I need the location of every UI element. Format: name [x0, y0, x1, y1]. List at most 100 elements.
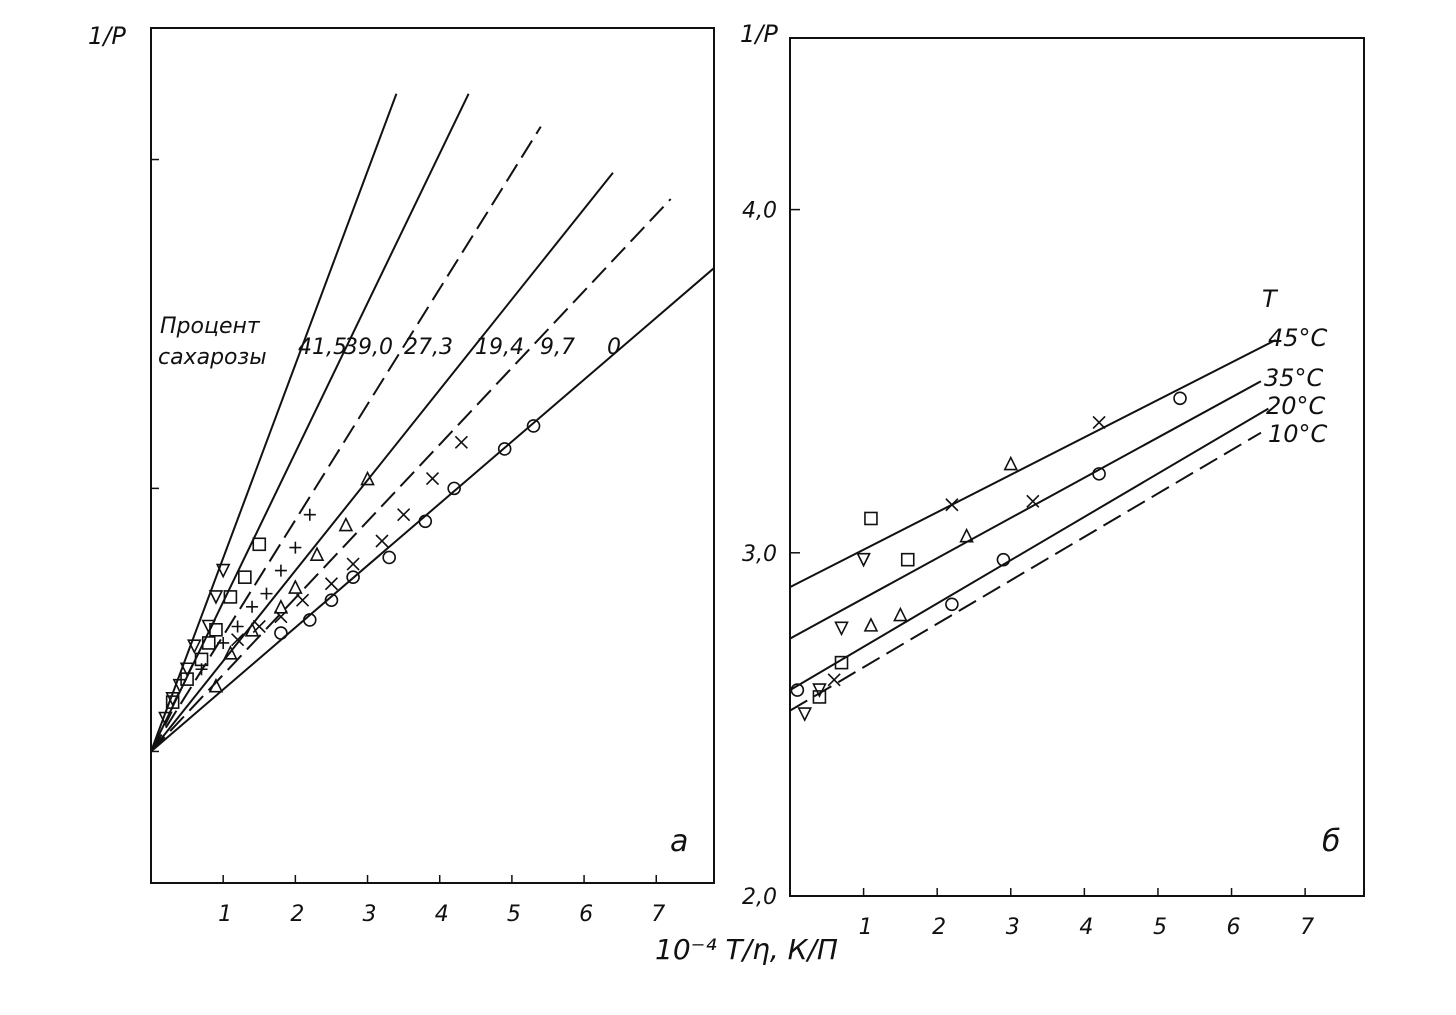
panel-b-series-line-10-c	[789, 431, 1262, 712]
panel-a-point-39-0-6	[223, 590, 238, 604]
panel-a-series-label-0: 0	[607, 335, 621, 360]
panel-a-point-9-7-9	[425, 471, 440, 486]
panel-a-y-axis-label: 1/P	[88, 22, 126, 50]
panel-a-series-line-41-5	[150, 93, 398, 752]
panel-a-x-tick-label-1: 1	[218, 902, 232, 927]
panel-a-point-27-3-4	[246, 600, 259, 613]
panel-a-x-tick-label-2: 2	[290, 902, 304, 927]
panel-a-point-9-7-10	[454, 435, 468, 449]
panel-a-series-line-19-4	[150, 172, 614, 753]
panel-a-point-9-7-3	[274, 610, 288, 624]
panel-a-point-27-3-1	[195, 663, 208, 676]
panel-a-x-tick-label-4: 4	[435, 902, 449, 927]
panel-a-x-tick-label-6: 6	[579, 902, 593, 927]
panel-b-point-45-c-1	[863, 617, 879, 632]
panel-a-series-label-39-0: 39,0	[344, 335, 393, 360]
panel-a-point-39-0-2	[180, 672, 194, 686]
panel-b-point-45-c-2	[893, 606, 908, 622]
panel-b-x-tick-label-5: 5	[1153, 915, 1167, 940]
panel-a-x-tick-label-3: 3	[363, 902, 377, 927]
panel-b-plot: 1 2 3 4 5 6 7 2,0 3,0 4,0 45°C 35°C20°C10°C	[742, 199, 1328, 940]
panel-b-x-tick-label-4: 4	[1079, 915, 1093, 940]
panel-a-point-0-2	[302, 613, 317, 627]
panel-b-point-10-c-3	[996, 552, 1011, 567]
panel-a-point-39-0-1	[165, 695, 180, 709]
panel-b-point-unlabeled-5-1	[797, 707, 813, 722]
panel-a-point-19-4-7	[338, 516, 354, 532]
panel-a-point-0-6	[418, 514, 433, 529]
panel-a-series-label-19-4: 19,4	[475, 335, 524, 360]
panel-a-point-9-7-7	[375, 534, 389, 548]
panel-b-series-label-45-c: 45°C	[1268, 324, 1328, 352]
panel-a-series-line-27-3	[150, 126, 542, 752]
panel-a-point-9-7-4	[296, 593, 310, 607]
panel-a-frame	[150, 27, 715, 884]
panel-b-series-line-35-c	[789, 380, 1262, 640]
panel-a-point-9-7-8	[397, 508, 411, 522]
panel-b-y-axis-label: 1/P	[740, 20, 778, 48]
panel-a-point-0-4	[346, 570, 360, 584]
panel-b-series-label-20-c: 20°C	[1266, 392, 1326, 420]
panel-b-x-tick-label-1: 1	[859, 915, 873, 940]
panel-a: 1/P а Процент сахарозы 1 2 3 4 5 6 7 41,539,0 27…	[88, 22, 715, 927]
panel-b-point-10-c-5	[1173, 391, 1187, 406]
panel-b-point-20-c-3	[864, 511, 878, 526]
panel-b-series-line-20-c	[789, 407, 1269, 691]
panel-a-series-label-41-5: 41,5	[298, 335, 347, 360]
panel-a-series-line-0	[150, 267, 715, 753]
panel-a-point-39-0-4	[201, 636, 216, 650]
panel-a-point-39-0-8	[252, 537, 267, 552]
panel-a-point-19-4-6	[309, 546, 325, 561]
panel-b-series-label-35-c: 35°C	[1264, 364, 1324, 392]
panel-a-point-9-7-6	[346, 557, 360, 571]
panel-a-point-0-1	[274, 626, 288, 640]
panel-b-legend-title: T	[1262, 285, 1279, 313]
panel-a-point-0-9	[526, 419, 541, 433]
panel-b-y-tick-label-1: 2,0	[742, 885, 777, 910]
panel-a-point-19-4-4	[273, 598, 289, 614]
panel-b-x-tick-label-2: 2	[932, 915, 946, 940]
panel-a-legend-title-line-2: сахарозы	[158, 345, 267, 370]
panel-a-series-label-27-3: 27,3	[404, 335, 453, 360]
panel-a-point-39-0-5	[209, 622, 223, 637]
panel-a-x-tick-label-5: 5	[507, 902, 521, 927]
panel-b-point-35-c-3	[1026, 494, 1040, 508]
shared-x-axis-label: 10⁻⁴ T/η, К/П	[655, 933, 838, 966]
panel-a-point-27-3-7	[289, 541, 302, 554]
panel-a-point-39-0-7	[238, 570, 252, 584]
panel-a-point-41-5-7	[208, 590, 224, 605]
panel-b-point-45-c-4	[1003, 455, 1019, 471]
panel-b: 1/P б T 1 2 3 4 5 6 7 2,0 3,0 4,0 45°C 35°C20°C10°C	[740, 20, 1365, 940]
panel-a-panel-label: а	[670, 824, 688, 859]
panel-a-point-19-4-5	[288, 579, 303, 594]
panel-a-point-41-5-5	[187, 639, 202, 655]
panel-a-point-0-5	[382, 550, 396, 565]
panel-b-x-tick-label-6: 6	[1227, 915, 1241, 940]
panel-b-point-10-c-1	[790, 683, 805, 697]
panel-b-series-line-45-c	[789, 339, 1277, 589]
panel-b-point-35-c-2	[945, 498, 959, 512]
panel-a-point-41-5-8	[215, 563, 231, 579]
panel-a-point-0-7	[447, 481, 461, 496]
panel-b-point-20-c-1	[812, 690, 827, 704]
panel-b-point-unlabeled-5-3	[834, 621, 849, 637]
panel-a-point-41-5-1	[158, 711, 173, 727]
panel-b-y-tick-label-3: 4,0	[742, 199, 777, 224]
panel-b-point-unlabeled-5-4	[856, 552, 871, 568]
panel-b-point-20-c-2	[834, 655, 849, 670]
panel-a-legend-title-line-1: Процент	[160, 314, 261, 339]
panel-a-point-19-4-2	[223, 645, 238, 660]
panel-b-point-35-c-4	[1092, 415, 1106, 429]
panel-b-x-tick-label-3: 3	[1006, 915, 1020, 940]
panel-a-plot: 1 2 3 4 5 6 7 41,539,0 27,3 19,4 9,7 0	[150, 93, 715, 927]
panel-a-x-tick-label-7: 7	[651, 902, 665, 927]
panel-b-point-10-c-4	[1092, 467, 1106, 481]
panel-a-point-27-3-5	[260, 587, 273, 600]
panel-b-point-20-c-4	[900, 552, 915, 567]
panel-a-point-27-3-8	[303, 508, 316, 521]
panel-a-point-9-7-1	[231, 633, 245, 647]
panel-b-panel-label: б	[1322, 824, 1341, 859]
panel-b-point-unlabeled-5-2	[812, 683, 827, 698]
panel-b-frame	[789, 37, 1365, 897]
